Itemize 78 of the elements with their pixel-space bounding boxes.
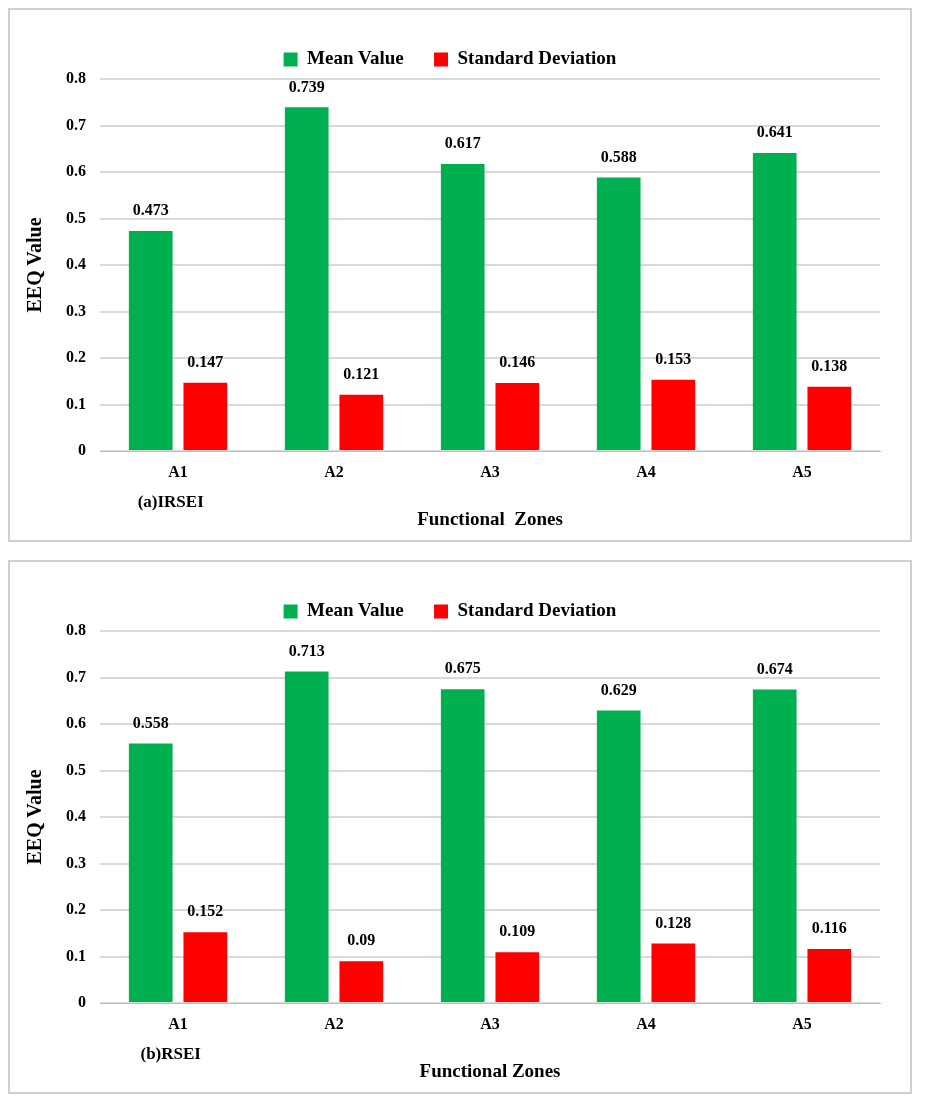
x-tick-label: A5 [792,1014,812,1032]
bar [183,932,228,1002]
y-tick-label: 0.8 [66,621,86,639]
bar [440,689,485,1002]
legend-label: Standard Deviation [457,599,617,621]
bar [596,177,641,450]
data-label: 0.138 [811,356,848,374]
data-label: 0.147 [187,352,224,370]
legend-label: Mean Value [307,599,404,621]
data-label: 0.153 [655,350,692,367]
bar [128,231,173,450]
x-tick-label: A4 [636,462,656,480]
bar [284,671,329,1002]
y-axis-title: EEQ Value [23,769,46,865]
data-label: 0.116 [811,919,847,937]
y-tick-label: 0.2 [66,348,86,366]
y-axis-title: EEQ Value [23,217,46,313]
y-tick-label: 0 [78,441,86,459]
bar [495,952,540,1002]
y-tick-label: 0.4 [66,255,86,273]
x-tick-label: A1 [168,462,188,480]
x-tick-label: A4 [636,1014,656,1032]
bar [807,949,852,1002]
bar [495,383,540,450]
bar [752,152,797,450]
y-tick-label: 0.6 [66,162,86,180]
y-tick-label: 0 [78,993,86,1011]
data-label: 0.121 [343,364,380,382]
y-tick-label: 0.6 [66,714,86,732]
bar [807,386,852,450]
y-tick-label: 0.3 [66,301,86,319]
data-label: 0.641 [756,123,793,141]
y-tick-label: 0.2 [66,900,86,918]
x-tick-label: A2 [324,462,344,480]
y-tick-label: 0.3 [66,853,86,871]
y-tick-label: 0.7 [66,667,86,685]
data-label: 0.558 [132,713,169,731]
x-tick-label: A3 [480,1014,500,1032]
y-tick-label: 0.5 [66,208,86,226]
y-tick-label: 0.7 [66,115,86,133]
y-tick-label: 0.5 [66,760,86,778]
bar [339,394,384,450]
text: (b)RSEI [140,1044,202,1064]
data-label: 0.588 [600,147,637,165]
bar [183,382,228,450]
data-label: 0.128 [655,913,692,931]
data-label: 0.146 [499,353,536,371]
x-tick-label: A1 [168,1014,188,1032]
y-tick-label: 0.8 [66,69,86,87]
data-label: 0.674 [756,659,793,677]
x-axis-title: Functional Zones [419,1059,561,1081]
data-label: 0.629 [600,680,637,698]
data-label: 0.152 [187,902,224,920]
bar [339,961,384,1002]
data-label: 0.09 [347,931,376,949]
bar [596,710,641,1002]
x-tick-label: A3 [480,462,500,480]
data-label: 0.617 [444,134,481,152]
y-tick-label: 0.1 [66,394,86,412]
y-tick-label: 0.4 [66,807,86,825]
bar [651,943,696,1002]
data-label: 0.109 [499,922,536,940]
bar [651,379,696,450]
x-tick-label: A5 [792,462,812,480]
legend-label: Standard Deviation [457,47,617,69]
bar [752,689,797,1002]
data-label: 0.473 [132,201,169,219]
y-tick-label: 0.1 [66,946,86,964]
bar [128,743,173,1002]
data-label: 0.739 [288,77,325,95]
x-axis-title: Functional Zones [417,507,563,529]
legend-label: Mean Value [307,47,404,69]
data-label: 0.675 [444,659,481,677]
data-label: 0.713 [288,641,325,659]
text: (a)IRSEI [137,492,205,512]
bar [284,107,329,450]
bar [440,164,485,450]
x-tick-label: A2 [324,1014,344,1032]
